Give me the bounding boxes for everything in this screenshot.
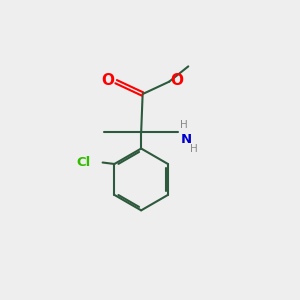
Text: O: O [102,73,115,88]
Text: O: O [171,73,184,88]
Text: H: H [180,120,188,130]
Text: N: N [180,133,191,146]
Text: Cl: Cl [76,156,91,169]
Text: H: H [190,143,198,154]
